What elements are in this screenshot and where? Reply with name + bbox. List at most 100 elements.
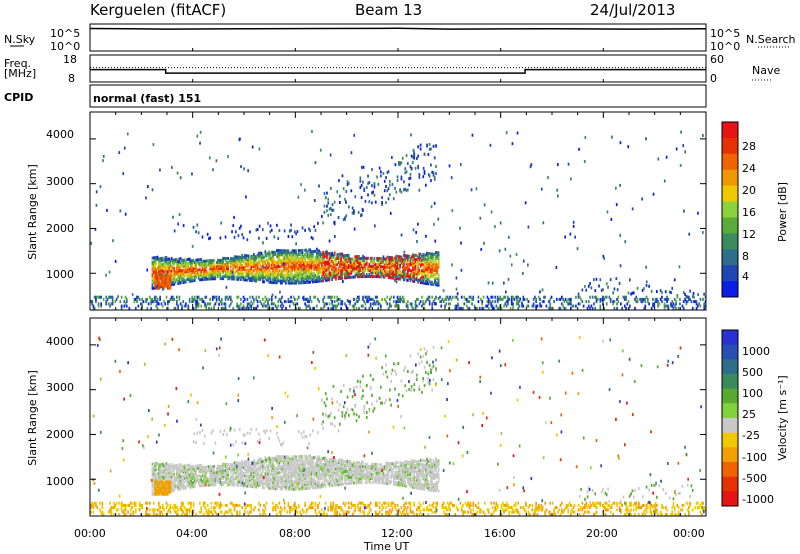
range-cell [432, 256, 435, 260]
range-cell [376, 267, 378, 270]
range-cell [368, 272, 371, 276]
range-cell [315, 257, 318, 261]
range-cell [190, 469, 192, 473]
range-cell [279, 281, 282, 285]
range-cell [250, 260, 253, 264]
range-cell [373, 275, 376, 278]
range-cell [167, 467, 169, 471]
range-cell [400, 233, 403, 237]
range-cell [395, 266, 398, 270]
range-cell [263, 260, 265, 264]
range-cell [97, 295, 100, 299]
range-cell [179, 463, 182, 467]
range-cell [333, 300, 336, 304]
range-cell [278, 257, 281, 261]
range-cell [270, 472, 273, 476]
range-cell [301, 279, 304, 283]
range-cell [327, 213, 330, 217]
range-cell [400, 259, 403, 263]
range-cell [385, 273, 387, 277]
range-cell [386, 259, 389, 263]
range-cell [209, 236, 211, 240]
range-cell [300, 273, 303, 277]
range-cell [675, 300, 677, 304]
range-cell [644, 304, 647, 308]
range-cell [323, 302, 326, 306]
range-cell [215, 467, 218, 470]
range-cell [285, 253, 287, 257]
range-cell [279, 467, 282, 471]
range-cell [165, 256, 168, 259]
range-cell [401, 156, 404, 160]
range-cell [372, 258, 374, 262]
range-cell [400, 257, 403, 261]
range-cell [451, 263, 453, 267]
range-cell [254, 263, 256, 267]
range-cell [283, 465, 286, 469]
range-cell [196, 478, 199, 482]
range-cell [391, 156, 393, 159]
range-cell [341, 272, 344, 276]
range-cell [149, 295, 151, 299]
range-cell [417, 145, 419, 149]
range-cell [226, 269, 228, 273]
range-cell [431, 266, 434, 270]
range-cell [330, 260, 332, 263]
range-cell [231, 467, 233, 471]
range-cell [300, 257, 303, 261]
range-cell [282, 279, 285, 283]
range-cell [205, 261, 208, 265]
range-cell [185, 466, 187, 470]
range-cell [645, 295, 648, 299]
range-cell [332, 271, 335, 275]
range-cell [105, 300, 108, 304]
range-cell [273, 458, 276, 462]
range-cell [191, 473, 194, 477]
range-cell [390, 260, 392, 264]
range-cell [131, 293, 134, 297]
range-cell [197, 274, 200, 278]
range-cell [686, 300, 689, 304]
range-cell [238, 461, 241, 465]
range-cell [383, 265, 386, 269]
range-cell [703, 304, 706, 308]
colorbar-cell [722, 122, 738, 139]
range-cell [269, 484, 272, 488]
range-cell [227, 257, 229, 260]
range-cell [256, 261, 259, 265]
range-cell [161, 276, 164, 280]
range-cell [206, 232, 209, 236]
range-cell [425, 261, 427, 265]
range-cell [232, 269, 235, 273]
range-cell [240, 482, 242, 485]
range-cell [141, 304, 143, 308]
range-cell [231, 275, 233, 279]
range-cell [277, 249, 280, 253]
range-cell [335, 263, 337, 267]
range-cell [167, 302, 169, 306]
range-cell [412, 253, 414, 257]
range-cell [425, 279, 427, 283]
range-cell [345, 214, 348, 218]
range-cell [391, 274, 394, 278]
range-cell [287, 457, 290, 461]
range-cell [395, 280, 398, 284]
range-cell [253, 261, 255, 265]
range-cell [191, 259, 194, 263]
range-cell [387, 170, 390, 174]
range-cell [666, 297, 668, 301]
range-cell [285, 455, 287, 459]
range-cell [231, 269, 233, 273]
range-cell [322, 277, 324, 281]
range-cell [595, 277, 598, 281]
range-cell [523, 297, 526, 301]
range-cell [240, 484, 242, 487]
range-cell [233, 471, 236, 475]
range-cell [344, 262, 346, 266]
range-cell [210, 306, 213, 310]
range-cell [487, 302, 490, 306]
range-cell [656, 297, 658, 301]
range-cell [201, 300, 204, 304]
range-cell [265, 458, 268, 462]
range-cell [367, 193, 369, 197]
